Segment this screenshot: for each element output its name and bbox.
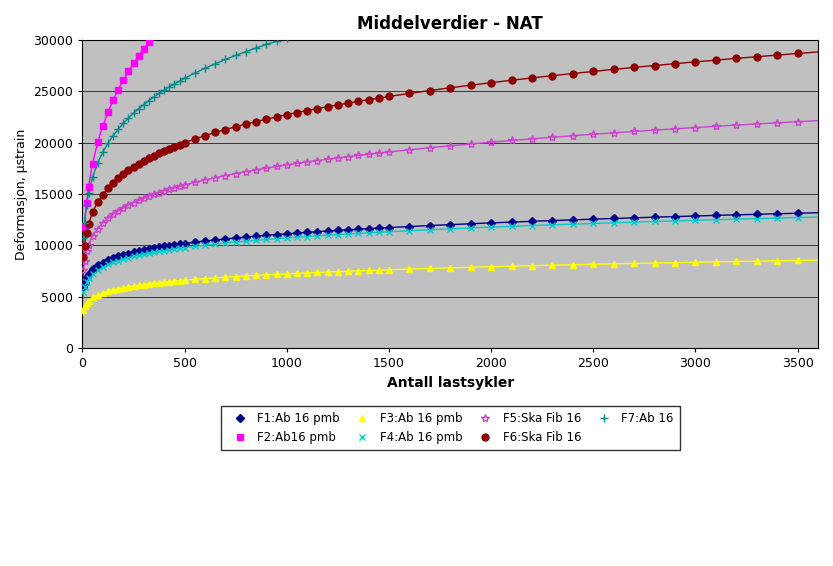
F7:Ab 16	[78, 234, 88, 241]
F5:Ska Fib 16	[792, 118, 802, 125]
F2:Ab16 pmb	[164, 15, 174, 22]
Line: F5:Ska Fib 16: F5:Ska Fib 16	[79, 118, 801, 274]
F5:Ska Fib 16	[404, 147, 414, 153]
F1:Ab 16 pmb	[772, 211, 782, 217]
F6:Ska Fib 16	[164, 145, 174, 152]
F6:Ska Fib 16	[772, 52, 782, 58]
F4:Ab 16 pmb	[251, 237, 261, 244]
Line: F2:Ab16 pmb: F2:Ab16 pmb	[80, 0, 801, 250]
Line: F4:Ab 16 pmb: F4:Ab 16 pmb	[80, 214, 801, 295]
Line: F6:Ska Fib 16: F6:Ska Fib 16	[80, 50, 801, 260]
X-axis label: Antall lastsykler: Antall lastsykler	[387, 376, 514, 389]
F2:Ab16 pmb	[154, 27, 164, 33]
F4:Ab 16 pmb	[164, 246, 174, 253]
F1:Ab 16 pmb	[164, 242, 174, 249]
F7:Ab 16	[404, 4, 414, 11]
F5:Ska Fib 16	[78, 267, 88, 273]
Title: Middelverdier - NAT: Middelverdier - NAT	[357, 15, 543, 33]
Line: F3:Ab 16 pmb: F3:Ab 16 pmb	[80, 257, 801, 313]
F6:Ska Fib 16	[792, 50, 802, 57]
F6:Ska Fib 16	[404, 90, 414, 97]
F3:Ab 16 pmb	[78, 306, 88, 313]
F7:Ab 16	[154, 90, 164, 97]
F6:Ska Fib 16	[78, 254, 88, 260]
F4:Ab 16 pmb	[404, 228, 414, 234]
F6:Ska Fib 16	[154, 150, 164, 157]
F1:Ab 16 pmb	[792, 210, 802, 217]
F7:Ab 16	[251, 45, 261, 52]
Line: F7:Ab 16: F7:Ab 16	[79, 0, 801, 242]
F7:Ab 16	[272, 38, 282, 45]
F3:Ab 16 pmb	[772, 258, 782, 264]
F3:Ab 16 pmb	[404, 265, 414, 272]
F4:Ab 16 pmb	[792, 214, 802, 221]
F1:Ab 16 pmb	[154, 244, 164, 251]
F3:Ab 16 pmb	[164, 278, 174, 285]
F4:Ab 16 pmb	[78, 289, 88, 295]
F4:Ab 16 pmb	[154, 248, 164, 255]
F1:Ab 16 pmb	[78, 284, 88, 291]
F4:Ab 16 pmb	[272, 235, 282, 242]
F5:Ska Fib 16	[272, 163, 282, 170]
F6:Ska Fib 16	[272, 113, 282, 120]
F7:Ab 16	[164, 84, 174, 91]
F5:Ska Fib 16	[164, 186, 174, 192]
F3:Ab 16 pmb	[272, 271, 282, 278]
F2:Ab16 pmb	[78, 243, 88, 250]
Legend: F1:Ab 16 pmb, F2:Ab16 pmb, F3:Ab 16 pmb, F4:Ab 16 pmb, F5:Ska Fib 16, F6:Ska Fib: F1:Ab 16 pmb, F2:Ab16 pmb, F3:Ab 16 pmb,…	[221, 406, 680, 450]
Y-axis label: Deformasjon, μstrain: Deformasjon, μstrain	[15, 128, 28, 260]
F4:Ab 16 pmb	[772, 215, 782, 221]
F3:Ab 16 pmb	[251, 272, 261, 279]
F1:Ab 16 pmb	[272, 231, 282, 238]
F3:Ab 16 pmb	[154, 279, 164, 286]
F1:Ab 16 pmb	[404, 223, 414, 230]
F5:Ska Fib 16	[772, 119, 782, 126]
F1:Ab 16 pmb	[251, 233, 261, 239]
F6:Ska Fib 16	[251, 118, 261, 125]
F5:Ska Fib 16	[251, 166, 261, 173]
F3:Ab 16 pmb	[792, 257, 802, 264]
Line: F1:Ab 16 pmb: F1:Ab 16 pmb	[81, 211, 801, 290]
F5:Ska Fib 16	[154, 189, 164, 196]
